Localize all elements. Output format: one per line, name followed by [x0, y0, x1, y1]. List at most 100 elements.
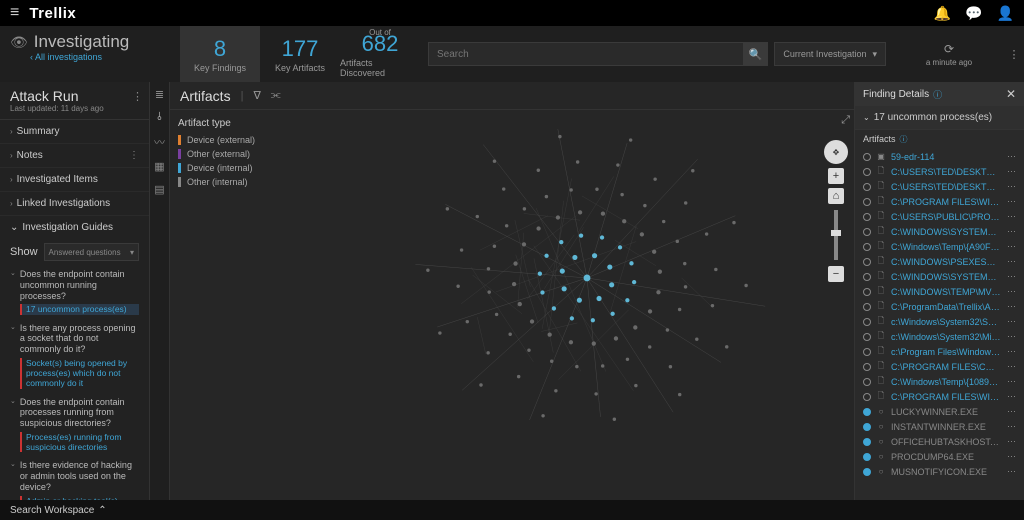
nav-summary[interactable]: ›Summary [0, 120, 149, 144]
menu-icon[interactable]: ≡ [10, 4, 19, 22]
row-menu[interactable]: ⋯ [1007, 181, 1016, 192]
row-menu[interactable]: ⋯ [1007, 421, 1016, 432]
search-button[interactable]: 🔍 [743, 42, 767, 66]
artifact-row[interactable]: 🗋C:\PROGRAM FILES\WINDOWSAP...⋯ [855, 194, 1024, 209]
row-menu[interactable]: ⋯ [1007, 151, 1016, 162]
row-menu[interactable]: ⋯ [1007, 256, 1016, 267]
row-menu[interactable]: ⋯ [1007, 451, 1016, 462]
zoom-in[interactable]: + [828, 168, 844, 184]
row-menu[interactable]: ⋯ [1007, 166, 1016, 177]
share-icon[interactable]: ⫘ [271, 89, 281, 102]
guide-answer[interactable]: Socket(s) being opened by process(es) wh… [20, 358, 139, 389]
table-view-icon[interactable]: ▦ [154, 160, 164, 173]
artifact-row[interactable]: 🗋c:\Windows\System32\SecurityH...⋯ [855, 314, 1024, 329]
stat-key-artifacts[interactable]: 177 Key Artifacts [260, 26, 340, 82]
filter-icon[interactable]: ∇ [253, 89, 260, 102]
nav-linked-investigations[interactable]: ›Linked Investigations [0, 192, 149, 216]
show-dropdown[interactable]: Answered questions▾ [44, 243, 139, 261]
type-icon: ○ [877, 438, 885, 446]
artifact-row[interactable]: 🗋C:\ProgramData\Trellix\Agent\C...⋯ [855, 299, 1024, 314]
artifact-row[interactable]: 🗋c:\Windows\System32\MicrosoftE...⋯ [855, 329, 1024, 344]
bell-icon[interactable]: 🔔 [934, 5, 951, 22]
guide-item[interactable]: ⌄Does the endpoint contain processes run… [4, 393, 145, 457]
row-menu[interactable]: ⋯ [1007, 466, 1016, 477]
artifact-row[interactable]: ○PROCDUMP64.EXE⋯ [855, 449, 1024, 464]
notes-menu[interactable]: ⋮ [129, 150, 139, 161]
artifact-row[interactable]: 🗋C:\Windows\Temp\{1089F3E7-C3...⋯ [855, 374, 1024, 389]
row-menu[interactable]: ⋯ [1007, 391, 1016, 402]
guide-answer[interactable]: Process(es) running from suspicious dire… [20, 432, 139, 452]
guide-answer[interactable]: Admin or hacking tool(s) running on devi… [20, 496, 139, 500]
artifact-row[interactable]: ○LUCKYWINNER.EXE⋯ [855, 404, 1024, 419]
nav-investigated-items[interactable]: ›Investigated Items [0, 168, 149, 192]
compass-icon[interactable]: ✥ [824, 140, 848, 164]
guide-answer[interactable]: 17 uncommon process(es) [20, 304, 139, 314]
row-menu[interactable]: ⋯ [1007, 436, 1016, 447]
row-menu[interactable]: ⋯ [1007, 361, 1016, 372]
nav-notes[interactable]: ›Notes⋮ [0, 144, 149, 168]
artifact-row[interactable]: 🗋C:\WINDOWS\SYSTEM32\MUSNO...⋯ [855, 224, 1024, 239]
artifact-row[interactable]: 🗋C:\WINDOWS\TEMP\MVEDRSETU...⋯ [855, 284, 1024, 299]
guide-item[interactable]: ⌄Does the endpoint contain uncommon runn… [4, 265, 145, 319]
artifact-row[interactable]: ▣59-edr-114⋯ [855, 149, 1024, 164]
scope-dropdown[interactable]: Current Investigation▾ [774, 42, 886, 66]
row-menu[interactable]: ⋯ [1007, 286, 1016, 297]
row-menu[interactable]: ⋯ [1007, 346, 1016, 357]
artifact-row[interactable]: 🗋C:\USERS\TED\DESKTOP\LUCKYW...⋯ [855, 164, 1024, 179]
row-menu[interactable]: ⋯ [1007, 331, 1016, 342]
artifact-row[interactable]: 🗋C:\USERS\PUBLIC\PROCDUMP64....⋯ [855, 209, 1024, 224]
row-menu[interactable]: ⋯ [1007, 316, 1016, 327]
artifact-row[interactable]: 🗋C:\WINDOWS\SYSTEM32\MODE.C...⋯ [855, 269, 1024, 284]
row-menu[interactable]: ⋯ [1007, 271, 1016, 282]
info-icon[interactable]: ⓘ [933, 88, 942, 101]
status-dot [863, 318, 871, 326]
case-menu[interactable]: ⋮ [132, 90, 143, 103]
all-investigations-link[interactable]: ‹ All investigations [30, 52, 170, 62]
legend-title: Artifact type [178, 118, 312, 129]
topbar: ≡ Trellix 🔔 💬 👤 [0, 0, 1024, 26]
user-icon[interactable]: 👤 [997, 5, 1014, 22]
artifact-row[interactable]: 🗋C:\PROGRAM FILES\WINDOWSAP...⋯ [855, 389, 1024, 404]
stat-key-findings[interactable]: 8 Key Findings [180, 26, 260, 82]
info-icon[interactable]: ⓘ [900, 134, 908, 145]
network-graph[interactable]: ⤢ ✥ + ⌂ − [320, 110, 854, 500]
artifact-row[interactable]: 🗋c:\Program Files\WindowsApps\...⋯ [855, 344, 1024, 359]
row-menu[interactable]: ⋯ [1007, 211, 1016, 222]
expand-icon[interactable]: ⤢ [841, 114, 850, 127]
artifact-row[interactable]: ○OFFICEHUBTASKHOST.EXE⋯ [855, 434, 1024, 449]
home-icon[interactable]: ⌂ [828, 188, 844, 204]
row-menu[interactable]: ⋯ [1007, 226, 1016, 237]
row-menu[interactable]: ⋯ [1007, 241, 1016, 252]
close-icon[interactable]: ✕ [1006, 87, 1016, 101]
legend: Artifact type Device (external)Other (ex… [170, 110, 320, 500]
header-menu[interactable]: ⋮ [1004, 26, 1024, 82]
zoom-out[interactable]: − [828, 266, 844, 282]
view-rail: ≣ ⫰ 〰 ▦ ▤ [150, 82, 170, 500]
footer-search[interactable]: Search Workspace⌃ [0, 500, 1024, 520]
artifact-row[interactable]: ○MUSNOTIFYICON.EXE⋯ [855, 464, 1024, 479]
row-menu[interactable]: ⋯ [1007, 301, 1016, 312]
artifact-row[interactable]: ○INSTANTWINNER.EXE⋯ [855, 419, 1024, 434]
guide-item[interactable]: ⌄Is there any process opening a socket t… [4, 319, 145, 393]
list-view-icon[interactable]: ≣ [155, 88, 164, 101]
artifact-row[interactable]: 🗋C:\Windows\Temp\{A90FBAB5-F6...⋯ [855, 239, 1024, 254]
artifact-row[interactable]: 🗋C:\PROGRAM FILES\COMMON FIL...⋯ [855, 359, 1024, 374]
artifact-row[interactable]: 🗋C:\WINDOWS\PSEXESVC.EXE⋯ [855, 254, 1024, 269]
search-input[interactable] [429, 49, 743, 60]
stat-artifacts-discovered[interactable]: Out of 682 Artifacts Discovered [340, 26, 420, 82]
refresh-block[interactable]: ⟳ a minute ago [894, 26, 1004, 82]
status-dot [863, 393, 871, 401]
guide-item[interactable]: ⌄Is there evidence of hacking or admin t… [4, 456, 145, 500]
zoom-slider[interactable] [834, 210, 838, 260]
artifact-row[interactable]: 🗋C:\USERS\TED\DESKTOP\INSTANT...⋯ [855, 179, 1024, 194]
row-menu[interactable]: ⋯ [1007, 376, 1016, 387]
nav-investigation-guides[interactable]: ⌄ Investigation Guides [0, 216, 149, 239]
row-menu[interactable]: ⋯ [1007, 406, 1016, 417]
grid-view-icon[interactable]: ▤ [154, 183, 164, 196]
chat-icon[interactable]: 💬 [965, 5, 982, 22]
status-dot [863, 333, 871, 341]
graph-view-icon[interactable]: ⫰ [157, 111, 162, 124]
details-subhead[interactable]: ⌄ 17 uncommon process(es) [855, 106, 1024, 130]
timeline-view-icon[interactable]: 〰 [154, 134, 165, 150]
row-menu[interactable]: ⋯ [1007, 196, 1016, 207]
